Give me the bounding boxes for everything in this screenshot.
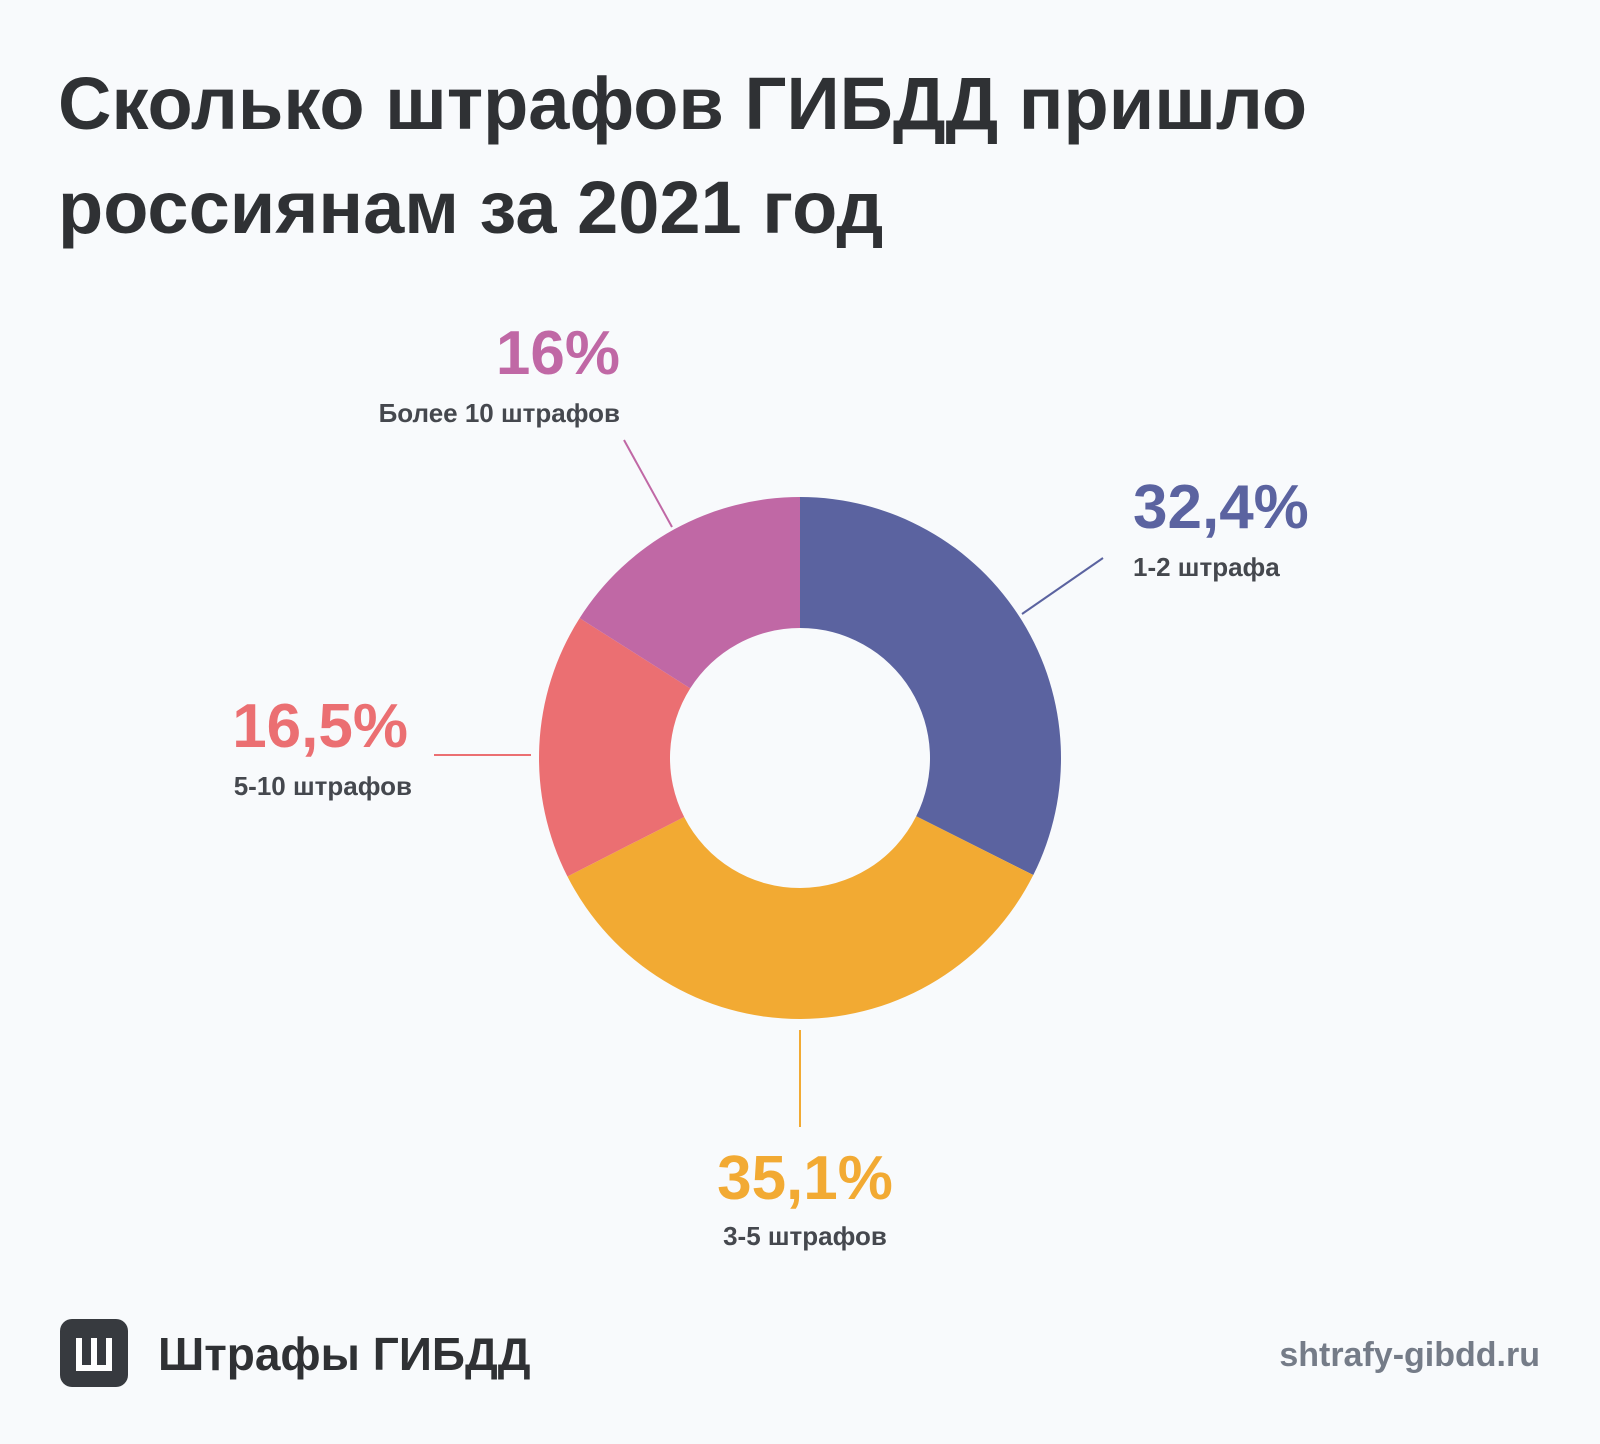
slice-value-label-4: 16% (496, 319, 620, 388)
slice-value-label-2: 35,1% (717, 1144, 893, 1213)
page-title: Сколько штрафов ГИБДД пришло россиянам з… (58, 62, 1308, 249)
leader-line-4 (623, 439, 673, 528)
donut-slice-1 (800, 497, 1061, 876)
donut-slice-2 (567, 816, 1034, 1019)
footer-brand: Штрафы ГИБДД (158, 1328, 531, 1380)
slice-category-label-4: Более 10 штрафов (379, 398, 620, 428)
sha-letter-icon (60, 1319, 128, 1387)
donut-slice-3 (539, 618, 691, 877)
leader-line-1 (1021, 557, 1104, 615)
donut-chart: 32,4% 1-2 штрафа 35,1% 3-5 штрафов 16,5% 5-10… (232, 319, 1309, 1251)
slice-category-label-3: 5-10 штрафов (234, 771, 412, 801)
slice-value-label-3: 16,5% (232, 692, 408, 761)
slice-value-label-1: 32,4% (1133, 473, 1309, 542)
slice-category-label-2: 3-5 штрафов (723, 1221, 887, 1251)
slice-category-label-1: 1-2 штрафа (1133, 552, 1280, 582)
donut-slice-4 (579, 497, 800, 689)
footer-site-url[interactable]: shtrafy-gibdd.ru (1279, 1336, 1540, 1374)
